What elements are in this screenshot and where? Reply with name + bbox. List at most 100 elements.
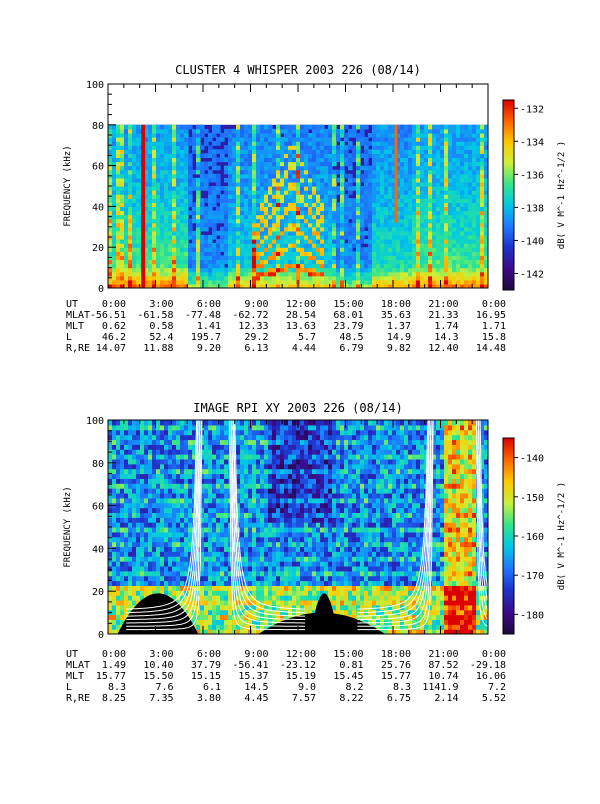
spectrogram-cell [252,235,257,240]
spectrogram-cell [452,133,457,138]
spectrogram-cell [284,174,289,179]
spectrogram-cell [156,145,161,150]
spectrogram-cell [340,259,345,264]
spectrogram-cell [440,182,445,187]
spectrogram-cell [368,166,373,171]
spectrogram-cell [376,280,381,285]
spectrogram-cell [136,272,141,277]
spectrogram-cell [132,488,137,493]
spectrogram-cell [168,198,173,203]
spectrogram-cell [480,247,485,252]
spectrogram-cell [260,223,265,228]
spectrogram-cell [416,145,421,150]
spectrogram-cell [404,137,409,142]
spectrogram-cell [164,157,169,162]
spectrogram-cell [140,469,145,474]
spectrogram-cell [224,194,229,199]
spectrogram-cell [352,268,357,273]
spectrogram-cell [472,210,477,215]
spectrogram-cell [120,585,125,590]
spectrogram-cell [232,259,237,264]
spectrogram-cell [116,615,121,620]
spectrogram-cell [164,186,169,191]
spectrogram-cell [200,595,205,600]
spectrogram-cell [384,219,389,224]
spectrogram-cell [124,585,129,590]
spectrogram-cell [140,474,145,479]
spectrogram-cell [444,182,449,187]
spectrogram-cell [316,174,321,179]
spectrogram-cell [184,478,189,483]
ephemeris-value: 12:00 [286,299,316,310]
spectrogram-cell [196,231,201,236]
spectrogram-cell [300,239,305,244]
spectrogram-cell [128,141,133,146]
spectrogram-cell [356,194,361,199]
spectrogram-cell [160,517,165,522]
spectrogram-cell [456,243,461,248]
spectrogram-cell [168,459,173,464]
spectrogram-cell [172,522,177,527]
spectrogram-cell [236,276,241,281]
spectrogram-cell [124,259,129,264]
spectrogram-cell [112,464,117,469]
spectrogram-cell [320,247,325,252]
spectrogram-cell [320,276,325,281]
spectrogram-cell [128,137,133,142]
spectrogram-cell [128,223,133,228]
spectrogram-cell [172,532,177,537]
spectrogram-cell [424,137,429,142]
spectrogram-cell [428,259,433,264]
spectrogram-cell [156,186,161,191]
spectrogram-cell [160,561,165,566]
spectrogram-cell [440,157,445,162]
spectrogram-cell [308,149,313,154]
spectrogram-cell [240,276,245,281]
spectrogram-cell [356,157,361,162]
spectrogram-cell [172,464,177,469]
spectrogram-cell [204,268,209,273]
ephemeris-value: 52.4 [149,332,173,343]
spectrogram-cell [184,129,189,134]
spectrogram-cell [428,272,433,277]
spectrogram-cell [468,231,473,236]
spectrogram-cell [304,243,309,248]
spectrogram-cell [168,202,173,207]
spectrogram-cell [416,235,421,240]
spectrogram-cell [172,166,177,171]
spectrogram-cell [148,469,153,474]
spectrogram-cell [404,149,409,154]
spectrogram-cell [340,272,345,277]
spectrogram-cell [164,585,169,590]
spectrogram-cell [400,264,405,269]
spectrogram-cell [160,190,165,195]
spectrogram-cell [360,235,365,240]
spectrogram-cell [332,153,337,158]
spectrogram-cell [112,469,117,474]
spectrogram-cell [228,243,233,248]
spectrogram-cell [408,251,413,256]
spectrogram-cell [164,576,169,581]
spectrogram-cell [116,247,121,252]
spectrogram-cell [312,210,317,215]
spectrogram-cell [412,137,417,142]
spectrogram-cell [196,149,201,154]
spectrogram-cell [208,624,213,629]
spectrogram-cell [380,190,385,195]
spectrogram-cell [412,247,417,252]
spectrogram-cell [156,508,161,513]
spectrogram-cell [168,561,173,566]
spectrogram-cell [116,215,121,220]
spectrogram-cell [464,202,469,207]
ephemeris-value: 6.13 [244,343,268,354]
spectrogram-cell [232,280,237,285]
spectrogram-cell [136,439,141,444]
spectrogram-cell [164,162,169,167]
spectrogram-cell [456,125,461,130]
spectrogram-cell [372,227,377,232]
spectrogram-cell [112,478,117,483]
spectrogram-cell [288,202,293,207]
spectrogram-cell [136,474,141,479]
spectrogram-cell [320,268,325,273]
spectrogram-cell [412,202,417,207]
